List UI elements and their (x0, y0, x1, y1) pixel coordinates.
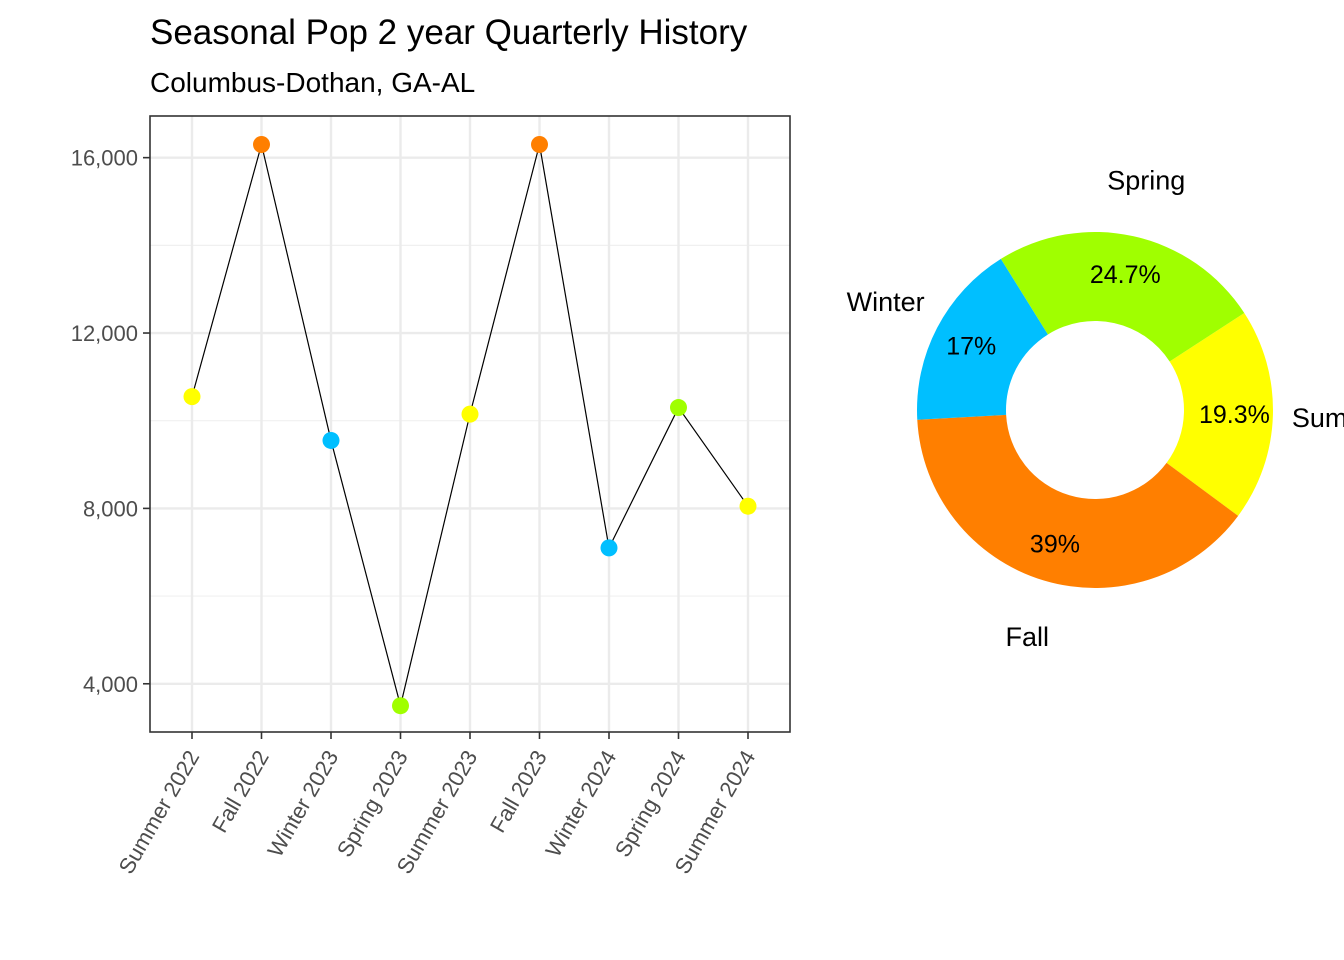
data-point-spring-2023 (392, 697, 409, 715)
donut-slice-spring (1000, 232, 1245, 362)
x-tick-label-winter-2024: Winter 2024 (540, 746, 621, 861)
chart-title: Seasonal Pop 2 year Quarterly History (150, 13, 748, 52)
donut-category-label-spring: Spring (1107, 166, 1185, 196)
donut-category-label-fall: Fall (1006, 622, 1050, 652)
gridlines (150, 116, 790, 732)
x-tick-label-fall-2022: Fall 2022 (207, 746, 274, 837)
x-tick-label-fall-2023: Fall 2023 (485, 746, 552, 837)
donut-chart-panel: 19.3% Summ 39% Fall 17% Winter 24.7% Spring (847, 166, 1344, 652)
donut-category-label-winter: Winter (847, 287, 925, 317)
data-point-summer-2023 (461, 405, 479, 423)
y-tick-label: 4,000 (83, 672, 138, 697)
data-point-summer-2022 (183, 388, 201, 406)
data-point-winter-2023 (322, 431, 340, 449)
x-tick-label-spring-2023: Spring 2023 (332, 746, 413, 861)
donut-value-label-summer: 19.3% (1199, 401, 1270, 429)
data-point-fall-2023 (531, 135, 548, 153)
y-tick-label: 8,000 (83, 496, 138, 521)
donut-category-label-summer: Summ (1292, 403, 1344, 433)
donut-value-label-fall: 39% (1030, 531, 1080, 559)
x-tick-label-winter-2023: Winter 2023 (262, 746, 343, 861)
donut-slice-summer (1166, 313, 1273, 516)
data-point-winter-2024 (600, 539, 618, 557)
donut-slice-winter (917, 258, 1048, 420)
x-tick-label-spring-2024: Spring 2024 (610, 746, 691, 861)
data-point-summer-2024 (739, 497, 757, 515)
donut-value-label-winter: 17% (946, 333, 996, 361)
x-tick-label-summer-2022: Summer 2022 (114, 746, 205, 878)
series-points (183, 135, 757, 715)
chart-subtitle: Columbus-Dothan, GA-AL (150, 67, 475, 98)
y-tick-label: 16,000 (71, 146, 138, 171)
y-tick-label: 12,000 (71, 321, 138, 346)
data-point-fall-2022 (253, 135, 270, 153)
donut-value-label-spring: 24.7% (1090, 261, 1161, 289)
donut-slice-fall (917, 414, 1239, 588)
data-point-spring-2024 (670, 399, 687, 417)
